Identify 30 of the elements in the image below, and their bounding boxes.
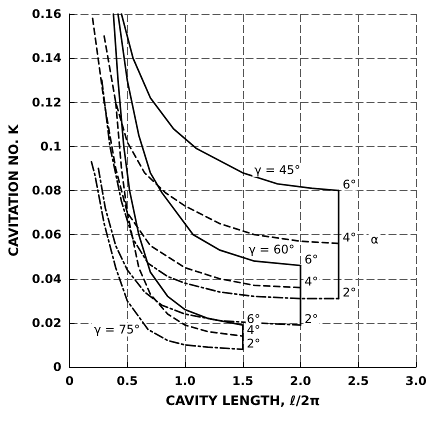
series-label: 6° [246,312,260,326]
x-tick-label: 2.5 [348,374,369,388]
y-tick-label: 0.14 [32,51,62,66]
y-tick-label: 0.04 [32,272,62,286]
y-tick-label: 0.08 [32,184,62,198]
x-axis-title: CAVITY LENGTH, ℓ/2π [166,394,320,409]
x-tick-label: 1.0 [174,374,196,388]
y-axis-title: CAVITATION NO. K [7,124,22,256]
annotation: γ = 45° [254,162,300,177]
annotation: γ = 60° [248,242,295,256]
y-tick-label: 0 [53,360,62,374]
annotation: γ = 75° [94,322,140,336]
series-label: 4° [342,230,356,244]
series-label: 6° [342,178,356,192]
series-label: 4° [304,274,318,289]
x-tick-label: 2.0 [290,374,312,388]
x-tick-label: 3.0 [405,374,427,388]
x-tick-label: 0.5 [116,374,138,388]
annotation: α [370,232,379,246]
series-label: 2° [304,312,318,326]
series-label: 2° [342,286,356,300]
series-label: 6° [304,252,318,267]
y-tick-label: 0.1 [40,139,62,154]
y-tick-label: 0.02 [32,316,62,330]
y-tick-label: 0.16 [32,7,62,21]
y-tick-label: 0.06 [32,228,62,242]
y-tick-label: 0.12 [32,95,62,110]
x-tick-label: 1.5 [232,374,254,388]
series-label: 2° [246,336,260,350]
x-tick-label: 0 [65,374,74,388]
